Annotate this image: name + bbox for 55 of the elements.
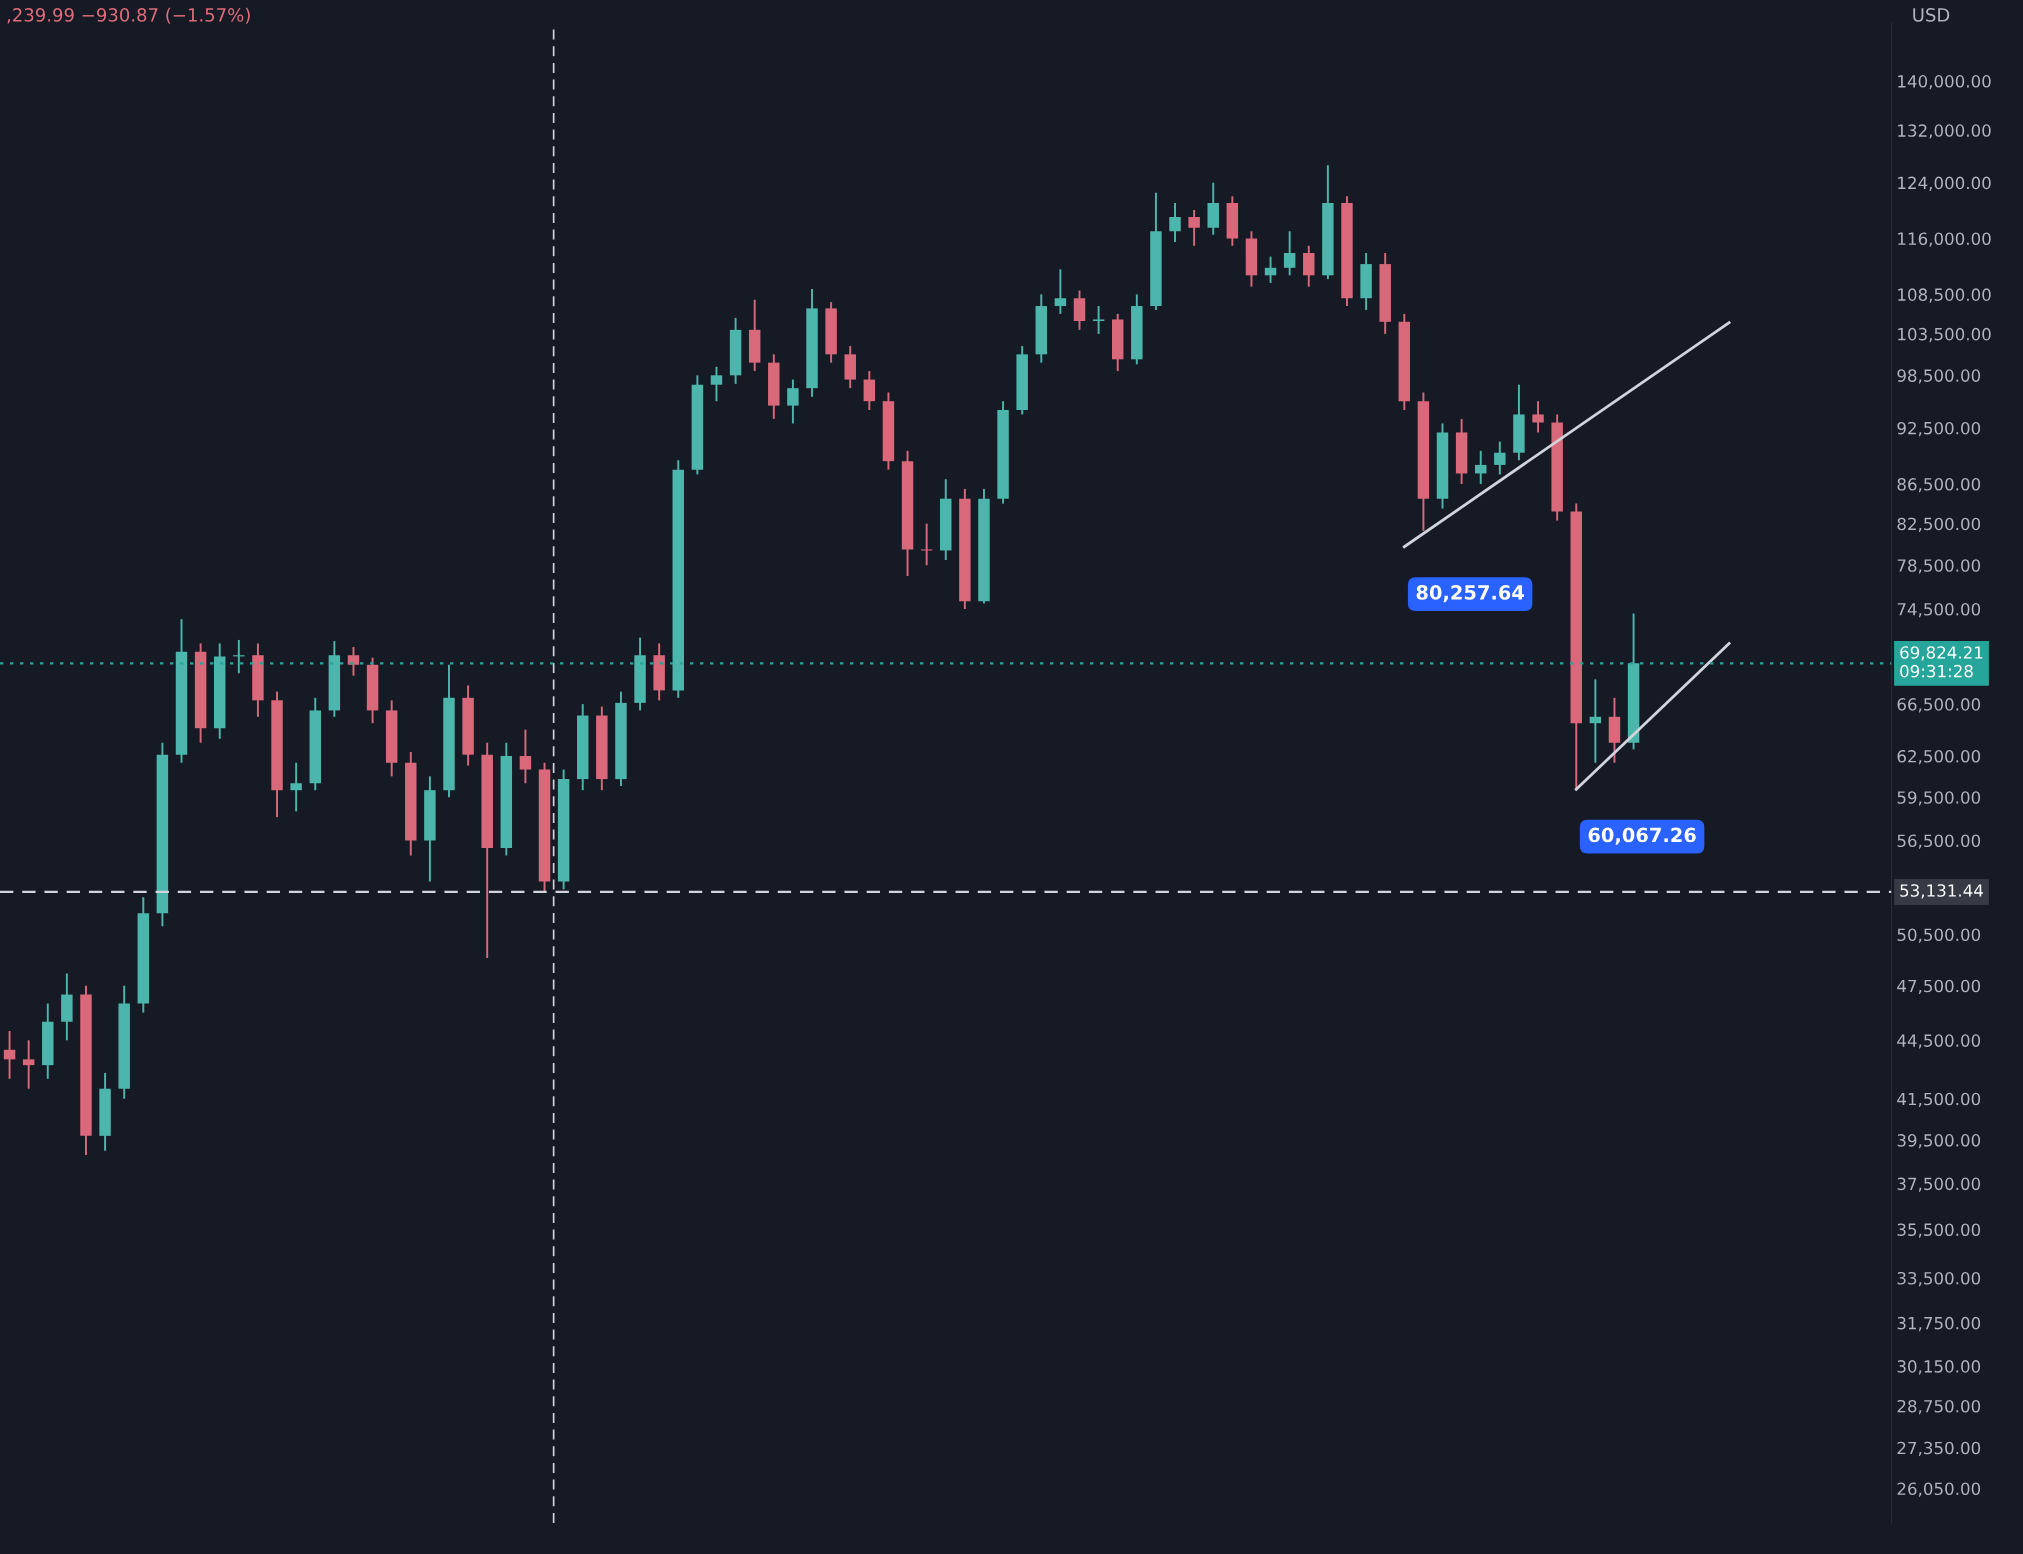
candlestick: [1303, 244, 1315, 288]
text: USD: [1913, 8, 1950, 22]
y-tick-label: 116,000.00: [1898, 232, 1991, 247]
y-tick-label: 132,000.00: [1898, 124, 1991, 139]
candlestick: [3, 1030, 16, 1080]
y-tick-label: 31,750.00: [1897, 1316, 1981, 1332]
y-tick-label: 47,500.00: [1897, 979, 1981, 994]
candlestick: [1073, 289, 1086, 331]
candlestick: [1494, 440, 1506, 476]
y-tick-label: 82,500.00: [1897, 517, 1981, 532]
candlestick: [920, 522, 933, 567]
candlestick: [1474, 449, 1487, 486]
y-tick-label: 78,500.00: [1897, 559, 1981, 574]
y-tick-label: 26,050.00: [1897, 1482, 1981, 1497]
candlestick: [1264, 255, 1277, 284]
ref-line-label: 69,824.21 09:31:28: [1900, 646, 1983, 678]
candlestick: [1532, 400, 1544, 434]
candlestick: [1188, 209, 1200, 247]
y-tick-label: 41,500.00: [1897, 1092, 1981, 1108]
y-tick-label: 74,500.00: [1897, 603, 1981, 618]
y-tick-label: 56,500.00: [1897, 834, 1981, 849]
y-tick-label: 27,350.00: [1897, 1441, 1981, 1456]
y-tick-label: 140,000.00: [1898, 75, 1991, 90]
y-tick-label: 39,500.00: [1897, 1134, 1981, 1149]
text: 80,257.64: [1416, 585, 1524, 603]
y-tick-label: 98,500.00: [1897, 369, 1981, 384]
candlestick: [1092, 305, 1105, 335]
y-tick-label: 28,750.00: [1897, 1399, 1981, 1415]
candlestick: [1283, 230, 1296, 277]
y-tick-label: 50,500.00: [1897, 928, 1981, 943]
candlestick: [1169, 202, 1181, 244]
y-tick-label: 62,500.00: [1897, 749, 1981, 765]
y-tick-label: 30,150.00: [1897, 1360, 1981, 1375]
candlestick: [347, 645, 360, 677]
candlestick: [863, 370, 876, 411]
candlestick: [787, 378, 799, 425]
candlestick: [710, 365, 723, 403]
y-tick-label: 108,500.00: [1898, 288, 1991, 303]
y-tick-label: 44,500.00: [1897, 1034, 1981, 1049]
y-tick-label: 37,500.00: [1897, 1177, 1981, 1192]
candlestick: [22, 1039, 35, 1090]
y-tick-label: 35,500.00: [1897, 1223, 1981, 1238]
y-tick-label: 103,500.00: [1898, 327, 1991, 343]
candlestick: [1054, 268, 1067, 315]
y-tick-label: 66,500.00: [1897, 698, 1981, 713]
ref-line-label: 53,131.44: [1900, 884, 1983, 899]
candlestick: [519, 728, 532, 785]
y-tick-label: 86,500.00: [1897, 478, 1981, 493]
annotation: ,239.99 −930.87 (−1.57%): [7, 7, 250, 24]
candlestick: [290, 761, 302, 813]
y-tick-label: 92,500.00: [1897, 421, 1981, 437]
y-tick-label: 59,500.00: [1897, 791, 1981, 806]
text: 60,067.26: [1588, 827, 1696, 845]
y-tick-label: 33,500.00: [1897, 1271, 1981, 1287]
y-tick-label: 124,000.00: [1898, 176, 1991, 191]
